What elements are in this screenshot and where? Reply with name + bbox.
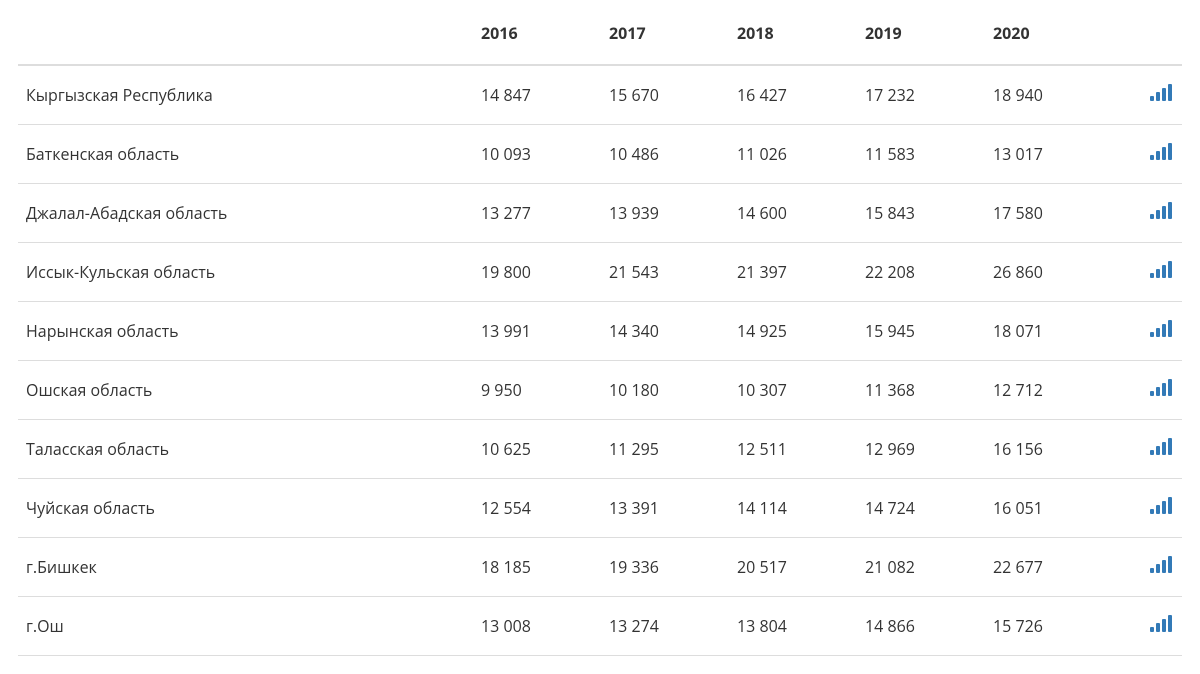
- value-cell: 14 866: [857, 597, 985, 656]
- value-cell: 14 724: [857, 479, 985, 538]
- region-cell: Таласская область: [18, 420, 473, 479]
- value-cell: 11 295: [601, 420, 729, 479]
- value-cell: 16 051: [985, 479, 1113, 538]
- chart-cell: [1113, 65, 1182, 125]
- value-cell: 22 208: [857, 243, 985, 302]
- value-cell: 15 843: [857, 184, 985, 243]
- value-cell: 14 600: [729, 184, 857, 243]
- value-cell: 12 712: [985, 361, 1113, 420]
- value-cell: 21 397: [729, 243, 857, 302]
- value-cell: 15 945: [857, 302, 985, 361]
- table-row: г.Ош13 00813 27413 80414 86615 726: [18, 597, 1182, 656]
- value-cell: 11 026: [729, 125, 857, 184]
- value-cell: 17 580: [985, 184, 1113, 243]
- table-row: Кыргызская Республика14 84715 67016 4271…: [18, 65, 1182, 125]
- chart-cell: [1113, 184, 1182, 243]
- value-cell: 20 517: [729, 538, 857, 597]
- chart-cell: [1113, 302, 1182, 361]
- value-cell: 13 804: [729, 597, 857, 656]
- col-header-year: 2018: [729, 8, 857, 65]
- value-cell: 18 185: [473, 538, 601, 597]
- value-cell: 10 307: [729, 361, 857, 420]
- value-cell: 10 486: [601, 125, 729, 184]
- value-cell: 11 368: [857, 361, 985, 420]
- region-cell: Кыргызская Республика: [18, 65, 473, 125]
- value-cell: 19 800: [473, 243, 601, 302]
- value-cell: 13 008: [473, 597, 601, 656]
- region-cell: Джалал-Абадская область: [18, 184, 473, 243]
- table-header-row: 2016 2017 2018 2019 2020: [18, 8, 1182, 65]
- value-cell: 10 180: [601, 361, 729, 420]
- value-cell: 11 583: [857, 125, 985, 184]
- chart-cell: [1113, 538, 1182, 597]
- value-cell: 15 670: [601, 65, 729, 125]
- chart-cell: [1113, 479, 1182, 538]
- col-header-region: [18, 8, 473, 65]
- region-cell: Ошская область: [18, 361, 473, 420]
- table-row: Джалал-Абадская область13 27713 93914 60…: [18, 184, 1182, 243]
- value-cell: 18 940: [985, 65, 1113, 125]
- value-cell: 15 726: [985, 597, 1113, 656]
- data-table: 2016 2017 2018 2019 2020 Кыргызская Респ…: [18, 8, 1182, 656]
- table-row: г.Бишкек18 18519 33620 51721 08222 677: [18, 538, 1182, 597]
- chart-cell: [1113, 597, 1182, 656]
- value-cell: 16 156: [985, 420, 1113, 479]
- value-cell: 26 860: [985, 243, 1113, 302]
- bar-chart-icon[interactable]: [1150, 143, 1172, 160]
- col-header-year: 2017: [601, 8, 729, 65]
- value-cell: 12 511: [729, 420, 857, 479]
- bar-chart-icon[interactable]: [1150, 84, 1172, 101]
- bar-chart-icon[interactable]: [1150, 497, 1172, 514]
- table-row: Нарынская область13 99114 34014 92515 94…: [18, 302, 1182, 361]
- value-cell: 10 625: [473, 420, 601, 479]
- region-cell: Иссык-Кульская область: [18, 243, 473, 302]
- value-cell: 13 017: [985, 125, 1113, 184]
- region-cell: Нарынская область: [18, 302, 473, 361]
- value-cell: 14 114: [729, 479, 857, 538]
- chart-cell: [1113, 420, 1182, 479]
- value-cell: 13 991: [473, 302, 601, 361]
- region-cell: Чуйская область: [18, 479, 473, 538]
- bar-chart-icon[interactable]: [1150, 615, 1172, 632]
- col-header-year: 2016: [473, 8, 601, 65]
- region-cell: г.Бишкек: [18, 538, 473, 597]
- value-cell: 12 554: [473, 479, 601, 538]
- value-cell: 13 939: [601, 184, 729, 243]
- table-row: Таласская область10 62511 29512 51112 96…: [18, 420, 1182, 479]
- value-cell: 9 950: [473, 361, 601, 420]
- bar-chart-icon[interactable]: [1150, 202, 1172, 219]
- value-cell: 21 543: [601, 243, 729, 302]
- bar-chart-icon[interactable]: [1150, 556, 1172, 573]
- region-cell: Баткенская область: [18, 125, 473, 184]
- value-cell: 19 336: [601, 538, 729, 597]
- bar-chart-icon[interactable]: [1150, 379, 1172, 396]
- value-cell: 10 093: [473, 125, 601, 184]
- value-cell: 22 677: [985, 538, 1113, 597]
- value-cell: 14 847: [473, 65, 601, 125]
- col-header-year: 2020: [985, 8, 1113, 65]
- value-cell: 14 925: [729, 302, 857, 361]
- value-cell: 13 391: [601, 479, 729, 538]
- table-row: Ошская область9 95010 18010 30711 36812 …: [18, 361, 1182, 420]
- region-cell: г.Ош: [18, 597, 473, 656]
- bar-chart-icon[interactable]: [1150, 320, 1172, 337]
- value-cell: 13 274: [601, 597, 729, 656]
- chart-cell: [1113, 125, 1182, 184]
- table-row: Баткенская область10 09310 48611 02611 5…: [18, 125, 1182, 184]
- value-cell: 18 071: [985, 302, 1113, 361]
- value-cell: 17 232: [857, 65, 985, 125]
- chart-cell: [1113, 361, 1182, 420]
- table-row: Иссык-Кульская область19 80021 54321 397…: [18, 243, 1182, 302]
- value-cell: 16 427: [729, 65, 857, 125]
- col-header-year: 2019: [857, 8, 985, 65]
- chart-cell: [1113, 243, 1182, 302]
- value-cell: 13 277: [473, 184, 601, 243]
- bar-chart-icon[interactable]: [1150, 438, 1172, 455]
- bar-chart-icon[interactable]: [1150, 261, 1172, 278]
- table-row: Чуйская область12 55413 39114 11414 7241…: [18, 479, 1182, 538]
- value-cell: 14 340: [601, 302, 729, 361]
- value-cell: 12 969: [857, 420, 985, 479]
- col-header-chart: [1113, 8, 1182, 65]
- value-cell: 21 082: [857, 538, 985, 597]
